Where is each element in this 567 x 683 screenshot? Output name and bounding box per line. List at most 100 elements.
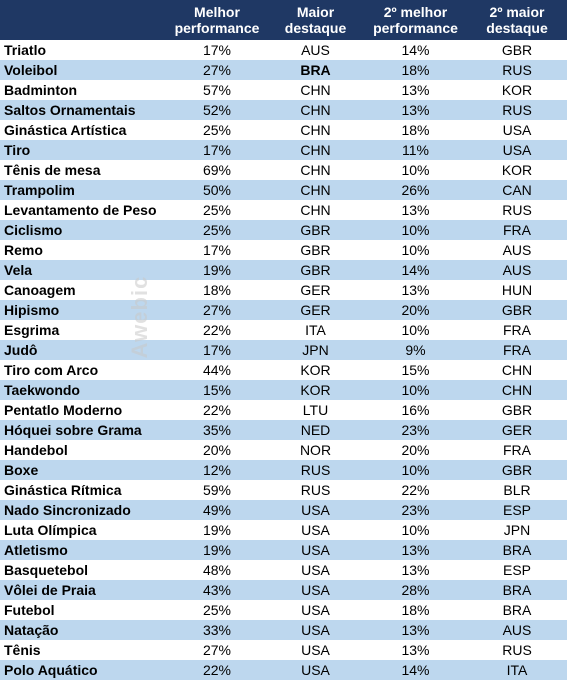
second-performance-cell: 10% [401, 322, 430, 338]
second-performance-cell: 18% [401, 122, 430, 138]
table-row: Boxe 12% RUS 10% GBR [0, 460, 567, 480]
sport-cell: Badminton [4, 82, 78, 98]
second-performance-cell: 18% [401, 62, 430, 78]
header-best-performance-line1: Melhor [194, 4, 240, 20]
top-country-cell: GER [300, 282, 331, 298]
table-row: Tênis de mesa 69% CHN 10% KOR [0, 160, 567, 180]
table-row: Badminton 57% CHN 13% KOR [0, 80, 567, 100]
top-country-cell: ITA [305, 322, 326, 338]
second-country-cell: CHN [501, 382, 533, 398]
header-second-performance-line2: performance [373, 20, 458, 36]
top-country-cell: CHN [300, 202, 331, 218]
header-second-performance-line1: 2º melhor [383, 4, 448, 20]
second-country-cell: ESP [502, 502, 531, 518]
second-performance-cell: 10% [401, 382, 430, 398]
header-second-country: 2º maior destaque [467, 0, 567, 40]
table-row: Tênis 27% USA 13% RUS [0, 640, 567, 660]
table-row: Natação 33% USA 13% AUS [0, 620, 567, 640]
top-country-cell: GBR [300, 262, 331, 278]
second-performance-cell: 14% [401, 662, 430, 678]
second-performance-cell: 10% [401, 162, 430, 178]
top-country-cell: USA [301, 562, 330, 578]
second-country-cell: KOR [501, 82, 533, 98]
sport-cell: Ginástica Artística [4, 122, 127, 138]
best-performance-cell: 33% [202, 622, 232, 638]
second-performance-cell: 22% [401, 482, 430, 498]
second-performance-cell: 15% [401, 362, 430, 378]
second-country-cell: GER [501, 422, 533, 438]
sport-cell: Pentatlo Moderno [4, 402, 123, 418]
second-performance-cell: 20% [401, 302, 430, 318]
table-row: Ciclismo 25% GBR 10% FRA [0, 220, 567, 240]
second-performance-cell: 10% [401, 462, 430, 478]
top-country-cell: USA [301, 502, 330, 518]
second-performance-cell: 14% [401, 42, 430, 58]
best-performance-cell: 17% [202, 142, 232, 158]
best-performance-cell: 22% [202, 402, 232, 418]
second-performance-cell: 13% [401, 102, 430, 118]
best-performance-cell: 49% [202, 502, 232, 518]
second-performance-cell: 10% [401, 522, 430, 538]
sport-cell: Natação [4, 622, 59, 638]
best-performance-cell: 52% [202, 102, 232, 118]
second-performance-cell: 14% [401, 262, 430, 278]
best-performance-cell: 27% [202, 642, 232, 658]
second-performance-cell: 9% [405, 342, 426, 358]
best-performance-cell: 25% [202, 202, 232, 218]
sport-cell: Atletismo [4, 542, 68, 558]
table-row: Vôlei de Praia 43% USA 28% BRA [0, 580, 567, 600]
top-country-cell: USA [301, 602, 330, 618]
table-row: Atletismo 19% USA 13% BRA [0, 540, 567, 560]
second-country-cell: RUS [502, 102, 532, 118]
best-performance-cell: 19% [202, 542, 232, 558]
second-country-cell: CHN [501, 362, 533, 378]
second-performance-cell: 26% [401, 182, 430, 198]
sport-cell: Polo Aquático [4, 662, 98, 678]
second-performance-cell: 13% [401, 562, 430, 578]
second-country-cell: RUS [502, 642, 532, 658]
sport-cell: Nado Sincronizado [4, 502, 131, 518]
second-country-cell: FRA [503, 442, 531, 458]
best-performance-cell: 25% [202, 222, 232, 238]
sport-cell: Triatlo [4, 42, 47, 58]
second-country-cell: GBR [501, 402, 533, 418]
second-country-cell: JPN [503, 522, 531, 538]
best-performance-cell: 17% [202, 242, 232, 258]
table-row: Ginástica Rítmica 59% RUS 22% BLR [0, 480, 567, 500]
second-country-cell: FRA [503, 322, 531, 338]
second-performance-cell: 16% [401, 402, 430, 418]
sport-cell: Ciclismo [4, 222, 63, 238]
header-sport [0, 0, 167, 40]
table-row: Saltos Ornamentais 52% CHN 13% RUS [0, 100, 567, 120]
second-performance-cell: 23% [401, 502, 430, 518]
second-performance-cell: 13% [401, 622, 430, 638]
second-country-cell: FRA [503, 342, 531, 358]
second-performance-cell: 13% [401, 282, 430, 298]
second-country-cell: USA [502, 122, 532, 138]
best-performance-cell: 22% [202, 662, 232, 678]
best-performance-cell: 18% [202, 282, 232, 298]
sport-cell: Tiro com Arco [4, 362, 99, 378]
top-country-cell: USA [301, 542, 330, 558]
second-performance-cell: 10% [401, 222, 430, 238]
second-country-cell: AUS [502, 262, 532, 278]
table-row: Nado Sincronizado 49% USA 23% ESP [0, 500, 567, 520]
table-row: Remo 17% GBR 10% AUS [0, 240, 567, 260]
header-second-performance: 2º melhor performance [364, 0, 467, 40]
table-row: Ginástica Artística 25% CHN 18% USA [0, 120, 567, 140]
best-performance-cell: 57% [202, 82, 232, 98]
best-performance-cell: 50% [202, 182, 232, 198]
best-performance-cell: 19% [202, 522, 232, 538]
header-second-country-line1: 2º maior [489, 4, 545, 20]
sport-cell: Vôlei de Praia [4, 582, 96, 598]
best-performance-cell: 69% [202, 162, 232, 178]
table-body: Triatlo 17% AUS 14% GBR Voleibol 27% BRA 18% RUS B… [0, 40, 567, 680]
header-top-country: Maior destaque [267, 0, 364, 40]
table-row: Trampolim 50% CHN 26% CAN [0, 180, 567, 200]
second-country-cell: GBR [501, 42, 533, 58]
table-row: Polo Aquático 22% USA 14% ITA [0, 660, 567, 680]
sport-cell: Luta Olímpica [4, 522, 97, 538]
top-country-cell: USA [301, 642, 330, 658]
second-performance-cell: 13% [401, 642, 430, 658]
